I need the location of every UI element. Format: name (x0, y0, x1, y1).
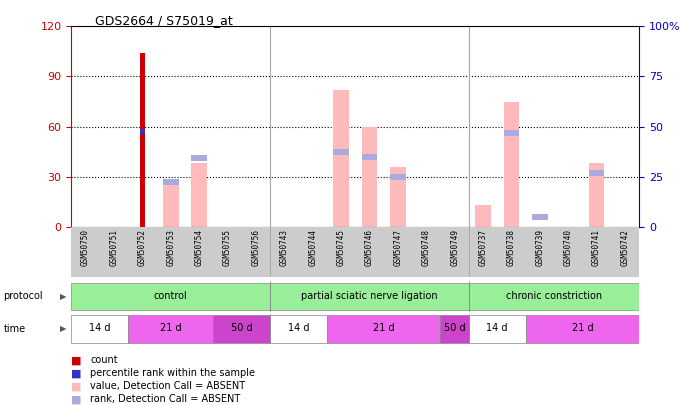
Text: GSM50748: GSM50748 (422, 229, 430, 266)
Text: ■: ■ (71, 394, 82, 404)
Text: 21 d: 21 d (160, 324, 182, 333)
Text: GSM50756: GSM50756 (252, 229, 260, 266)
Bar (504, 102, 520, 227)
Bar (163, 182, 179, 227)
Text: 50 d: 50 d (444, 324, 466, 333)
Text: 14 d: 14 d (89, 324, 111, 333)
Bar (589, 171, 605, 176)
Text: GSM50737: GSM50737 (479, 229, 488, 266)
Bar (214, 315, 270, 343)
Text: GSM50751: GSM50751 (109, 229, 118, 266)
Bar (71, 315, 128, 343)
Bar (140, 53, 145, 227)
Bar (191, 163, 207, 227)
Bar (327, 315, 441, 343)
Text: GSM50754: GSM50754 (194, 229, 203, 266)
Bar (469, 283, 639, 310)
Text: 50 d: 50 d (231, 324, 252, 333)
Text: GSM50746: GSM50746 (365, 229, 374, 266)
Text: 14 d: 14 d (288, 324, 309, 333)
Text: control: control (154, 291, 188, 301)
Bar (362, 154, 377, 160)
Text: GSM50753: GSM50753 (167, 229, 175, 266)
Text: 14 d: 14 d (486, 324, 508, 333)
Text: GSM50750: GSM50750 (81, 229, 90, 266)
Bar (333, 90, 349, 227)
Text: protocol: protocol (3, 292, 43, 301)
Bar (469, 315, 526, 343)
Text: ▶: ▶ (60, 324, 67, 333)
Text: GSM50738: GSM50738 (507, 229, 516, 266)
Text: GSM50752: GSM50752 (138, 229, 147, 266)
Bar (589, 163, 605, 227)
Bar (71, 283, 270, 310)
Bar (333, 149, 349, 155)
Text: percentile rank within the sample: percentile rank within the sample (90, 369, 256, 378)
Text: GSM50742: GSM50742 (621, 229, 630, 266)
Bar (128, 315, 214, 343)
Text: GSM50755: GSM50755 (223, 229, 232, 266)
Text: ■: ■ (71, 356, 82, 365)
Text: ■: ■ (71, 382, 82, 391)
Bar (441, 315, 469, 343)
Bar (362, 126, 377, 227)
Bar (532, 214, 547, 220)
Text: GSM50749: GSM50749 (450, 229, 459, 266)
Text: GSM50744: GSM50744 (308, 229, 317, 266)
Text: partial sciatic nerve ligation: partial sciatic nerve ligation (301, 291, 438, 301)
Bar (163, 179, 179, 185)
Bar (191, 156, 207, 161)
Text: GSM50740: GSM50740 (564, 229, 573, 266)
Text: chronic constriction: chronic constriction (506, 291, 602, 301)
Text: value, Detection Call = ABSENT: value, Detection Call = ABSENT (90, 382, 245, 391)
Text: GSM50743: GSM50743 (280, 229, 289, 266)
Bar (270, 315, 327, 343)
Text: GSM50747: GSM50747 (394, 229, 403, 266)
Bar (390, 167, 406, 227)
Text: GSM50745: GSM50745 (337, 229, 345, 266)
Text: 21 d: 21 d (572, 324, 593, 333)
Text: GSM50741: GSM50741 (592, 229, 601, 266)
Text: rank, Detection Call = ABSENT: rank, Detection Call = ABSENT (90, 394, 241, 404)
Text: count: count (90, 356, 118, 365)
Bar (526, 315, 639, 343)
Text: 21 d: 21 d (373, 324, 394, 333)
Bar (390, 174, 406, 179)
Text: GDS2664 / S75019_at: GDS2664 / S75019_at (95, 14, 233, 27)
Text: ■: ■ (71, 369, 82, 378)
Text: ▶: ▶ (60, 292, 67, 301)
Text: GSM50739: GSM50739 (535, 229, 544, 266)
Bar (270, 283, 469, 310)
Text: time: time (3, 324, 26, 334)
Bar (475, 205, 491, 227)
Bar (504, 130, 520, 136)
Bar (140, 129, 145, 134)
